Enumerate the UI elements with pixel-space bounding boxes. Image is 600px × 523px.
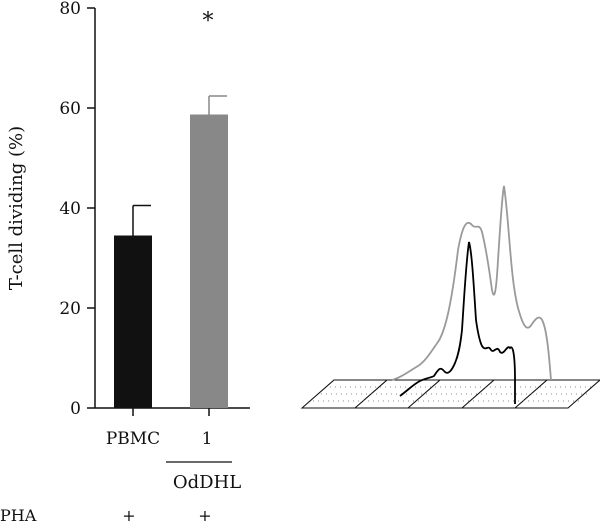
row-value: + bbox=[198, 506, 211, 523]
y-tick-label: 80 bbox=[59, 0, 81, 19]
y-axis-label: T-cell dividing (%) bbox=[6, 126, 27, 290]
bars bbox=[114, 95, 228, 408]
significance-asterisk: * bbox=[203, 9, 214, 34]
row-values: + + bbox=[122, 506, 211, 523]
row-label: PHA bbox=[0, 506, 37, 523]
bar bbox=[114, 235, 152, 408]
category-label: 1 bbox=[202, 429, 213, 449]
row-value: + bbox=[122, 506, 135, 523]
histogram-grid-plane bbox=[300, 379, 600, 409]
histogram-trace-back bbox=[391, 185, 552, 381]
y-tick-label: 20 bbox=[59, 299, 81, 319]
histogram-trace-front bbox=[399, 241, 516, 404]
y-tick-label: 0 bbox=[70, 399, 81, 419]
category-label: PBMC bbox=[106, 429, 160, 449]
y-axis: 0 20 40 60 80 bbox=[59, 0, 250, 419]
bar bbox=[190, 114, 228, 408]
group-label: OdDHL bbox=[173, 472, 241, 493]
y-tick-label: 60 bbox=[59, 99, 81, 119]
y-tick-label: 40 bbox=[59, 199, 81, 219]
category-labels: PBMC 1 bbox=[106, 429, 213, 449]
histogram-overlay bbox=[300, 185, 600, 409]
